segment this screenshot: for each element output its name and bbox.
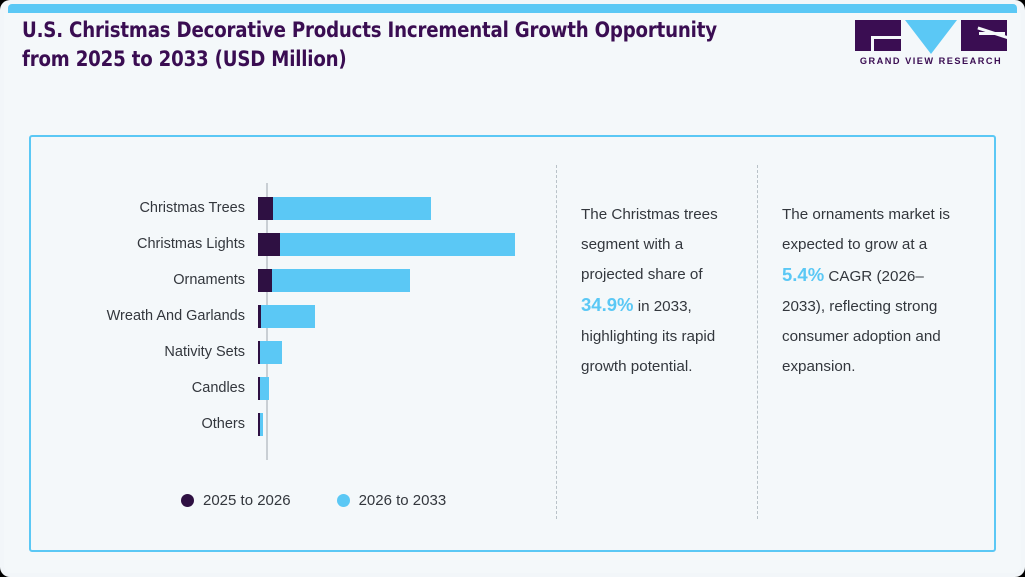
callout-highlight-cagr: 5.4% xyxy=(782,264,825,285)
bar-segment xyxy=(273,196,431,220)
chart-row: Others xyxy=(31,406,551,442)
logo-v-triangle-icon xyxy=(905,20,957,54)
logo-brand-text: GRAND VIEW RESEARCH xyxy=(859,56,1003,66)
bar-segment xyxy=(258,340,260,364)
bar-segment xyxy=(258,412,260,436)
stacked-bar[interactable] xyxy=(258,268,410,292)
bar-chart: Christmas Trees Christmas Lights Ornaments… xyxy=(31,137,551,554)
stacked-bar[interactable] xyxy=(258,232,516,256)
callout-divider-left xyxy=(556,165,557,519)
chart-row: Nativity Sets xyxy=(31,334,551,370)
category-label: Wreath And Garlands xyxy=(106,308,245,324)
bar-segment xyxy=(258,268,273,292)
bar-segment xyxy=(259,376,270,400)
legend-dot-icon xyxy=(336,494,350,507)
callout-highlight-share: 34.9% xyxy=(581,294,634,315)
bar-segment xyxy=(259,412,263,436)
logo-marks xyxy=(855,20,1007,54)
stacked-bar[interactable] xyxy=(258,412,263,436)
stacked-bar[interactable] xyxy=(258,340,282,364)
category-label: Nativity Sets xyxy=(164,344,245,360)
category-label: Ornaments xyxy=(173,272,245,288)
header: U.S. Christmas Decorative Products Incre… xyxy=(22,16,782,74)
page-title: U.S. Christmas Decorative Products Incre… xyxy=(22,18,717,72)
chart-row: Christmas Trees xyxy=(31,190,551,226)
top-accent-bar xyxy=(8,4,1017,13)
brand-logo: GRAND VIEW RESEARCH xyxy=(855,20,1007,66)
bar-segment xyxy=(258,376,260,400)
category-label: Candles xyxy=(191,380,245,396)
callout-ornaments: The ornaments market is expected to grow… xyxy=(758,137,980,554)
category-label: Others xyxy=(201,416,245,432)
legend-dot-icon xyxy=(181,494,194,507)
legend-label: 2026 to 2033 xyxy=(358,492,447,509)
callout-text-part2: CAGR (2026–2033), reflecting strong cons… xyxy=(782,268,941,375)
chart-legend: 2025 to 2026 2026 to 2033 xyxy=(181,492,446,509)
stacked-bar[interactable] xyxy=(258,304,316,328)
chart-row: Christmas Lights xyxy=(31,226,551,262)
stacked-bar[interactable] xyxy=(258,196,431,220)
logo-g-block-icon xyxy=(855,20,901,51)
callout-christmas-trees: The Christmas trees segment with a proje… xyxy=(557,137,757,554)
callout-text-part2: in 2033, highlighting its rapid growth p… xyxy=(581,298,716,375)
callout-text-part1: The ornaments market is expected to grow… xyxy=(782,206,950,253)
stacked-bar[interactable] xyxy=(258,376,270,400)
category-label: Christmas Lights xyxy=(137,236,245,252)
chart-rows: Christmas Trees Christmas Lights Ornaments… xyxy=(31,190,551,442)
chart-row: Candles xyxy=(31,370,551,406)
content-panel: Christmas Trees Christmas Lights Ornaments… xyxy=(29,135,996,552)
chart-row: Ornaments xyxy=(31,262,551,298)
callout-section: The Christmas trees segment with a proje… xyxy=(556,137,998,554)
legend-label: 2025 to 2026 xyxy=(203,492,291,509)
chart-row: Wreath And Garlands xyxy=(31,298,551,334)
bar-segment xyxy=(258,232,280,256)
callout-text-part1: The Christmas trees segment with a proje… xyxy=(581,206,718,283)
bar-segment xyxy=(272,268,410,292)
logo-r-block-icon xyxy=(961,20,1007,51)
bar-segment xyxy=(259,340,282,364)
category-label: Christmas Trees xyxy=(139,200,245,216)
bar-segment xyxy=(261,304,316,328)
legend-item-2025-2026[interactable]: 2025 to 2026 xyxy=(181,492,291,509)
bar-segment xyxy=(280,232,516,256)
bar-segment xyxy=(258,304,262,328)
bar-segment xyxy=(258,196,274,220)
legend-item-2026-2033[interactable]: 2026 to 2033 xyxy=(336,492,447,509)
canvas xyxy=(4,13,1021,573)
callout-divider-right xyxy=(757,165,758,519)
